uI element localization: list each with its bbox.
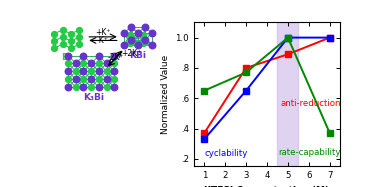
Point bbox=[76, 43, 82, 46]
Bar bbox=[277, 22, 298, 166]
Point bbox=[65, 54, 71, 57]
Point bbox=[135, 44, 141, 47]
Text: K₃Bi: K₃Bi bbox=[83, 93, 104, 102]
Point bbox=[60, 35, 66, 38]
Point bbox=[88, 70, 94, 73]
Point bbox=[65, 78, 71, 81]
Point bbox=[51, 40, 57, 43]
Point bbox=[121, 31, 127, 34]
Point bbox=[127, 41, 133, 44]
Point bbox=[60, 28, 66, 31]
Text: -2K⁺: -2K⁺ bbox=[107, 53, 124, 62]
Text: anti-reduction: anti-reduction bbox=[280, 99, 341, 108]
Point bbox=[111, 78, 117, 81]
Point bbox=[76, 35, 82, 38]
Point bbox=[73, 70, 79, 73]
Point bbox=[96, 54, 102, 57]
Point bbox=[104, 78, 110, 81]
Point bbox=[88, 78, 94, 81]
Point bbox=[73, 62, 79, 65]
Point bbox=[51, 47, 57, 50]
Point bbox=[68, 33, 74, 36]
Point bbox=[51, 33, 57, 36]
Point bbox=[140, 41, 146, 44]
Point bbox=[65, 70, 71, 73]
Text: cyclability: cyclability bbox=[204, 149, 248, 158]
Point bbox=[73, 78, 79, 81]
Point bbox=[76, 28, 82, 31]
Point bbox=[142, 39, 148, 42]
Point bbox=[96, 78, 102, 81]
Point bbox=[96, 70, 102, 73]
Point bbox=[81, 70, 87, 73]
Point bbox=[73, 86, 79, 89]
Y-axis label: Normalized Value: Normalized Value bbox=[161, 55, 170, 134]
Text: KBi: KBi bbox=[129, 50, 146, 59]
Point bbox=[128, 26, 134, 29]
Point bbox=[149, 44, 155, 47]
X-axis label: KTFSI Concentration (M): KTFSI Concentration (M) bbox=[204, 186, 330, 187]
Point bbox=[127, 34, 133, 37]
Point bbox=[121, 44, 127, 47]
Text: rate-capability: rate-capability bbox=[278, 148, 340, 157]
Point bbox=[133, 42, 139, 45]
Point bbox=[81, 62, 87, 65]
Point bbox=[149, 31, 155, 34]
Point bbox=[142, 26, 148, 29]
Text: -K⁺: -K⁺ bbox=[97, 36, 109, 45]
Point bbox=[81, 78, 87, 81]
Point bbox=[65, 62, 71, 65]
Point bbox=[68, 47, 74, 50]
Point bbox=[96, 62, 102, 65]
Point bbox=[81, 86, 87, 89]
Point bbox=[65, 86, 71, 89]
Point bbox=[135, 31, 141, 34]
Point bbox=[111, 70, 117, 73]
Point bbox=[128, 39, 134, 42]
Text: +K⁺: +K⁺ bbox=[95, 28, 111, 37]
Point bbox=[104, 86, 110, 89]
Point bbox=[104, 70, 110, 73]
Point bbox=[88, 86, 94, 89]
Point bbox=[60, 43, 66, 46]
Point bbox=[68, 40, 74, 43]
Text: +2K⁺: +2K⁺ bbox=[121, 49, 141, 58]
Point bbox=[96, 86, 102, 89]
Point bbox=[111, 86, 117, 89]
Point bbox=[111, 54, 117, 57]
Point bbox=[88, 62, 94, 65]
Point bbox=[140, 34, 146, 37]
Point bbox=[81, 54, 87, 57]
Point bbox=[111, 62, 117, 65]
Text: Bi: Bi bbox=[61, 53, 71, 62]
Point bbox=[104, 62, 110, 65]
